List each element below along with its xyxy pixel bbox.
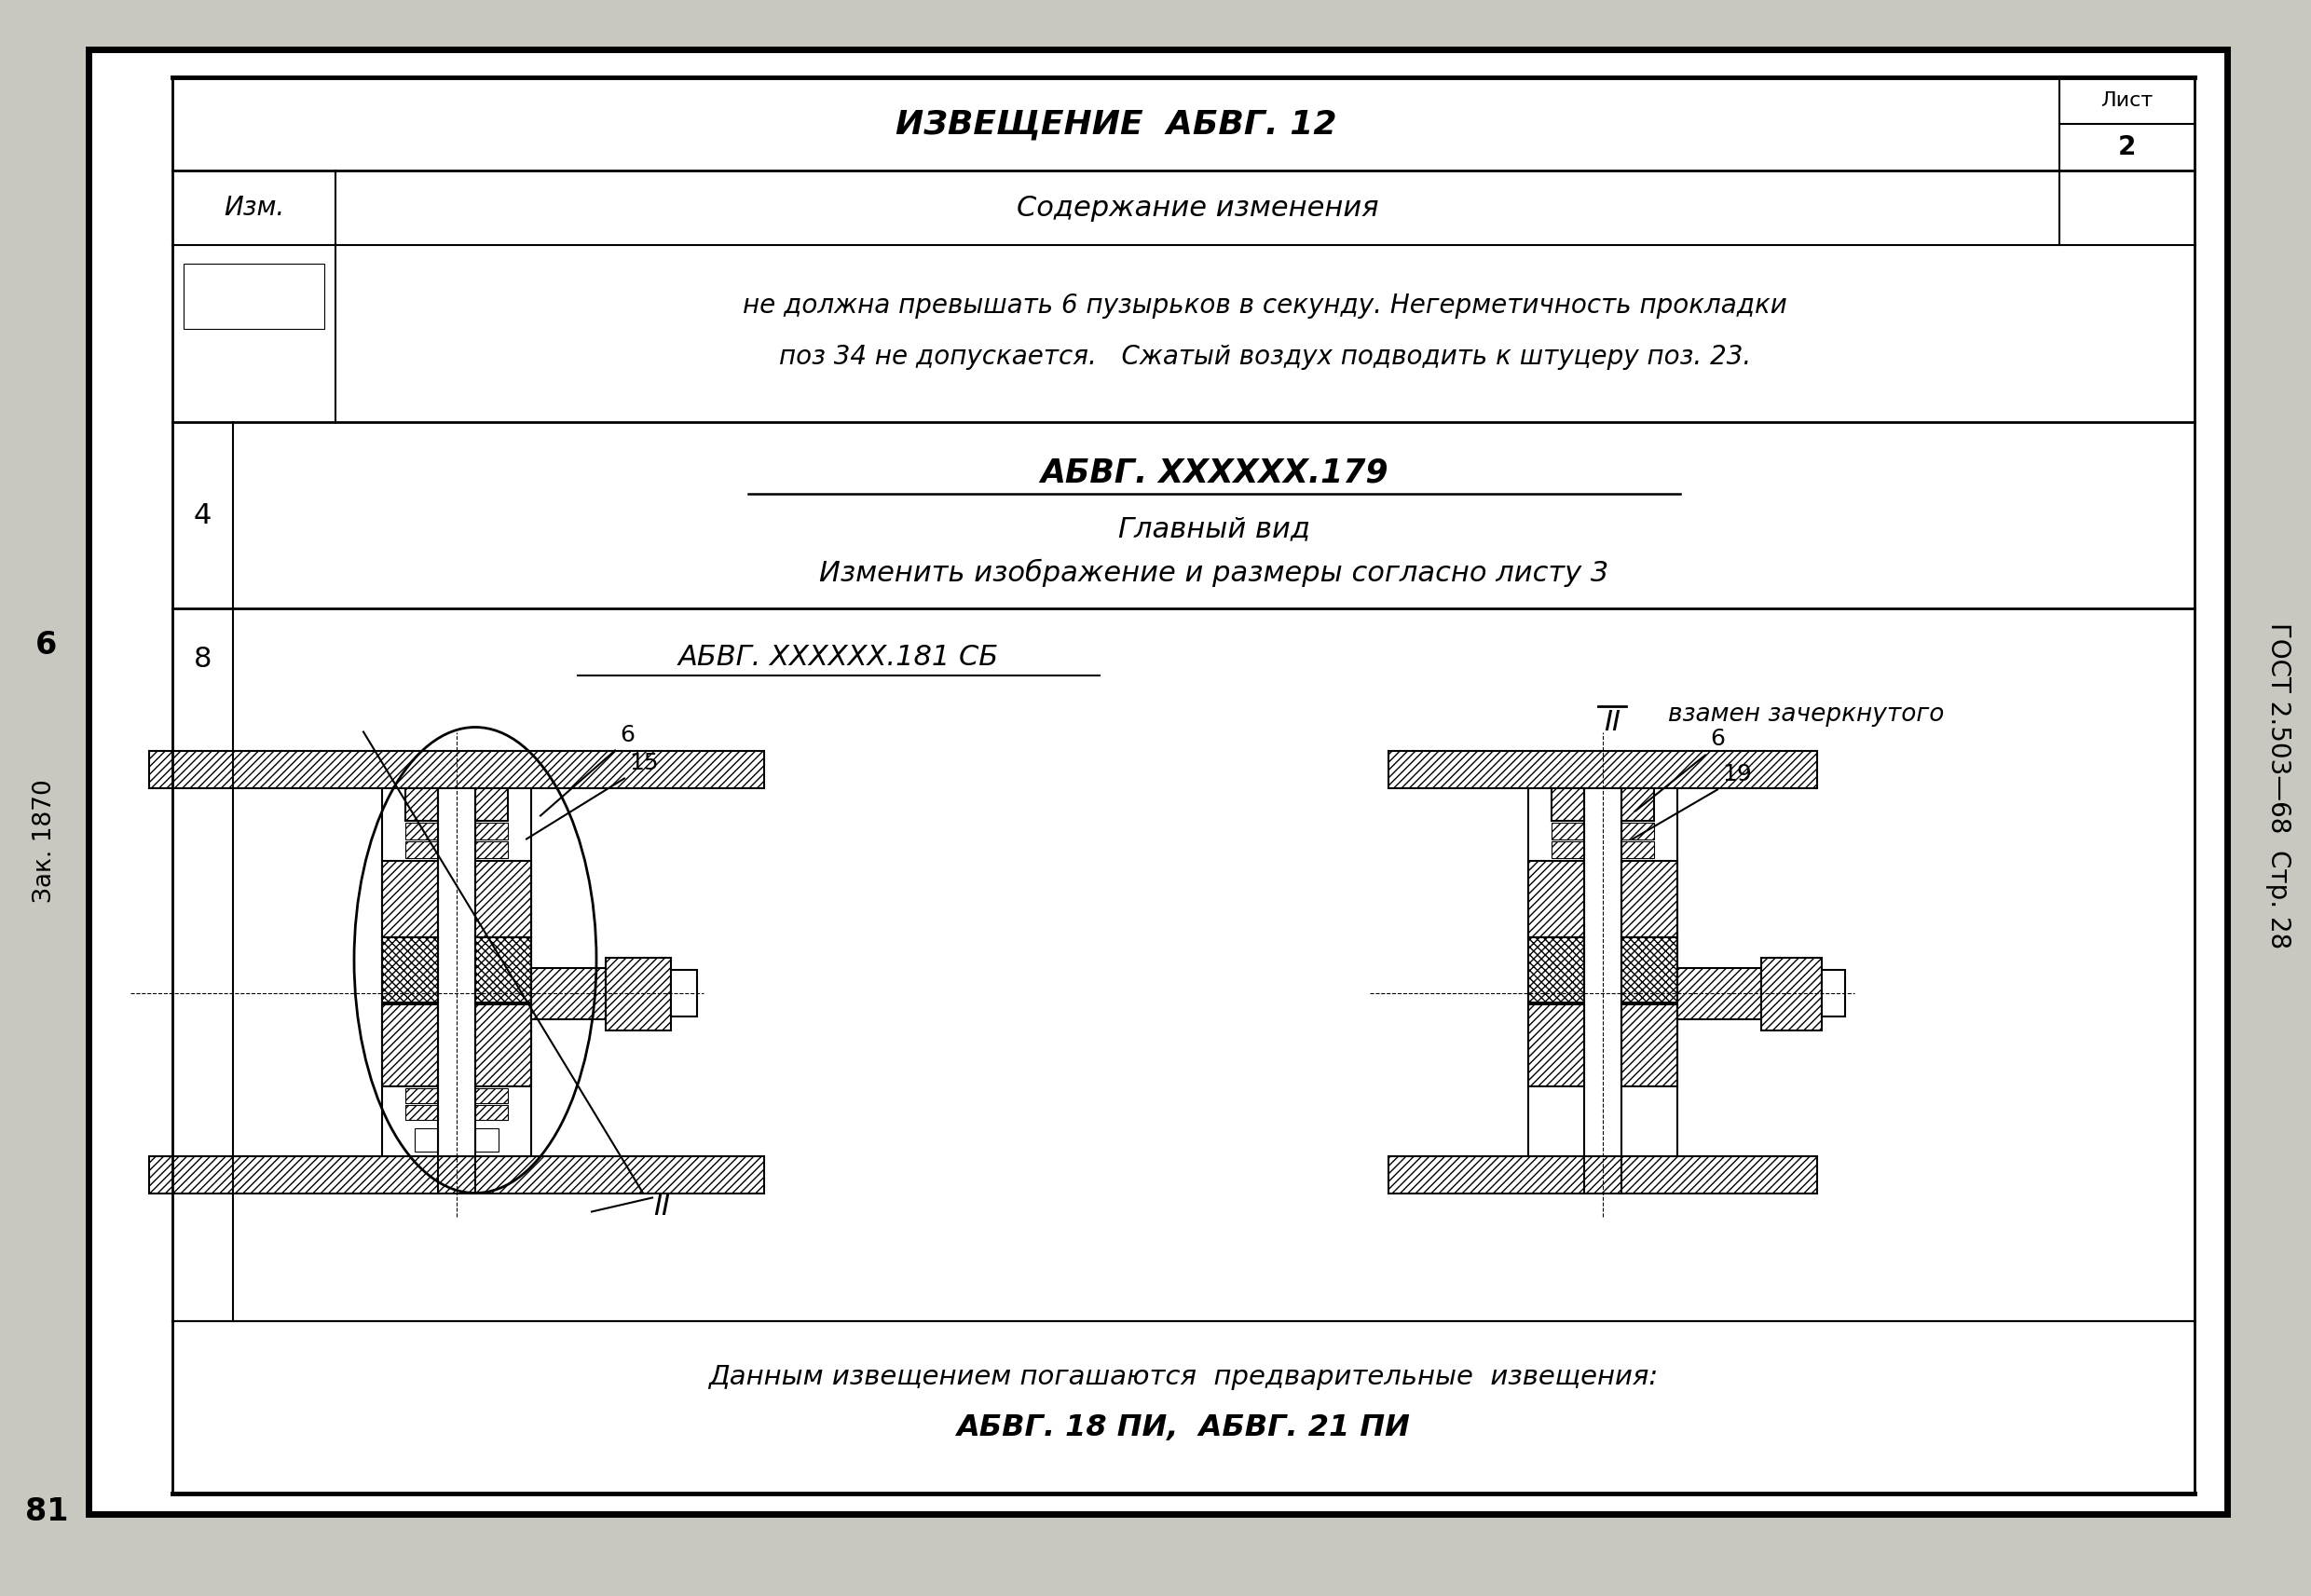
- Bar: [150, 750, 765, 788]
- Bar: [1528, 860, 1583, 937]
- Text: Зак. 1870: Зак. 1870: [32, 779, 58, 903]
- Text: 8: 8: [194, 646, 213, 674]
- Bar: [381, 937, 439, 1002]
- Bar: [1389, 750, 1816, 788]
- Bar: [1551, 788, 1583, 820]
- Bar: [476, 841, 508, 857]
- Text: 6: 6: [35, 630, 58, 661]
- Bar: [1528, 1004, 1583, 1085]
- Bar: [404, 1104, 439, 1119]
- Text: Данным извещением погашаются  предварительные  извещения:: Данным извещением погашаются предварител…: [709, 1365, 1659, 1390]
- Text: ГОСТ 2.503—68  Стр. 28: ГОСТ 2.503—68 Стр. 28: [2265, 622, 2293, 948]
- Bar: [1622, 822, 1655, 839]
- Text: поз 34 не допускается.   Сжатый воздух подводить к штуцеру поз. 23.: поз 34 не допускается. Сжатый воздух под…: [779, 343, 1752, 370]
- Text: Содержание изменения: Содержание изменения: [1017, 195, 1377, 222]
- Bar: [532, 967, 605, 1018]
- Bar: [476, 1128, 499, 1151]
- Bar: [173, 77, 2195, 1494]
- Text: Изменить изображение и размеры согласно листу 3: Изменить изображение и размеры согласно …: [818, 559, 1608, 587]
- Bar: [404, 822, 439, 839]
- Bar: [605, 958, 670, 1029]
- Bar: [670, 969, 698, 1017]
- Bar: [476, 1088, 508, 1103]
- Bar: [414, 1128, 439, 1151]
- Text: II: II: [1604, 709, 1620, 736]
- Text: взамен зачеркнутого: взамен зачеркнутого: [1669, 702, 1944, 728]
- Bar: [476, 822, 508, 839]
- Bar: [1622, 1004, 1678, 1085]
- Text: II: II: [654, 1194, 670, 1221]
- Bar: [183, 263, 324, 329]
- Bar: [1622, 860, 1678, 937]
- Bar: [1551, 841, 1583, 857]
- Text: АБВГ. XXXXXX.179: АБВГ. XXXXXX.179: [1040, 458, 1389, 488]
- Text: Главный вид: Главный вид: [1119, 516, 1310, 543]
- Text: АБВГ. 18 ПИ,  АБВГ. 21 ПИ: АБВГ. 18 ПИ, АБВГ. 21 ПИ: [957, 1414, 1410, 1443]
- Bar: [404, 788, 439, 820]
- Bar: [476, 1004, 532, 1085]
- Bar: [404, 1088, 439, 1103]
- Bar: [476, 788, 508, 820]
- Text: Лист: Лист: [2101, 91, 2154, 110]
- Text: 81: 81: [25, 1497, 69, 1527]
- Text: 2: 2: [2117, 134, 2135, 160]
- Text: 4: 4: [194, 501, 213, 528]
- Text: АБВГ. XXXXXX.181 СБ: АБВГ. XXXXXX.181 СБ: [679, 643, 998, 670]
- Bar: [1389, 1156, 1816, 1194]
- Text: 6: 6: [1710, 728, 1724, 750]
- Bar: [1622, 937, 1678, 1002]
- Bar: [381, 860, 439, 937]
- Bar: [1551, 822, 1583, 839]
- Text: 6: 6: [619, 723, 636, 745]
- Text: ИЗВЕЩЕНИЕ  АБВГ. 12: ИЗВЕЩЕНИЕ АБВГ. 12: [894, 109, 1336, 140]
- Bar: [404, 841, 439, 857]
- Bar: [150, 1156, 765, 1194]
- Bar: [476, 937, 532, 1002]
- Bar: [1622, 841, 1655, 857]
- Text: не должна превышать 6 пузырьков в секунду. Негерметичность прокладки: не должна превышать 6 пузырьков в секунд…: [742, 292, 1786, 319]
- Bar: [1528, 937, 1583, 1002]
- Bar: [476, 860, 532, 937]
- Bar: [476, 1104, 508, 1119]
- Bar: [1678, 967, 1761, 1018]
- Bar: [1761, 958, 1821, 1029]
- Text: 15: 15: [629, 752, 659, 774]
- Bar: [1821, 969, 1844, 1017]
- Text: 19: 19: [1722, 763, 1752, 785]
- Bar: [1622, 788, 1655, 820]
- Text: Изм.: Изм.: [224, 195, 284, 220]
- Bar: [381, 1004, 439, 1085]
